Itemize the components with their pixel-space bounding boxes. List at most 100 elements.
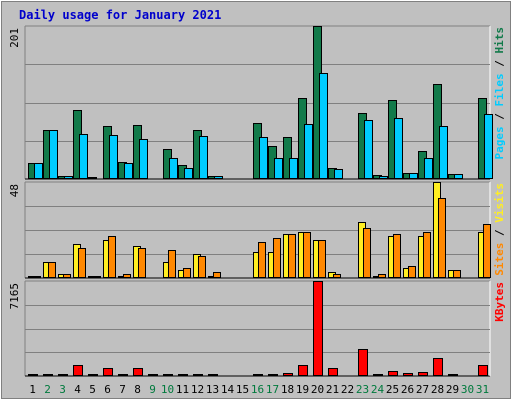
bar-kbytes-day-17 [268, 374, 278, 376]
bar-kbytes-day-8 [133, 368, 143, 376]
x-tick-label-day-9: 9 [149, 383, 156, 396]
bar-kbytes-day-25 [388, 371, 398, 376]
bar-files-day-6 [109, 135, 118, 179]
bar-files-day-13 [214, 176, 223, 179]
bar-sites-day-31 [483, 224, 491, 278]
x-tick-label-day-17: 17 [266, 383, 279, 396]
series-labels-visits-sites: Sites / Visits [493, 183, 506, 276]
bar-sites-day-23 [363, 228, 371, 278]
series-label-separator: / [493, 107, 506, 127]
x-tick-label-day-26: 26 [401, 383, 414, 396]
x-tick-label-day-25: 25 [386, 383, 399, 396]
bar-kbytes-day-2 [43, 374, 53, 376]
bar-files-day-21 [334, 169, 343, 179]
bar-files-day-20 [319, 73, 328, 179]
bar-files-day-12 [199, 136, 208, 179]
bar-files-day-19 [304, 124, 313, 179]
bar-kbytes-day-19 [298, 365, 308, 376]
x-tick-label-day-2: 2 [44, 383, 51, 396]
bar-sites-day-20 [318, 240, 326, 278]
bar-sites-day-7 [123, 274, 131, 278]
bar-files-day-16 [259, 137, 268, 179]
bar-kbytes-day-1 [28, 374, 38, 376]
bar-files-day-29 [454, 174, 463, 179]
bar-sites-day-2 [48, 262, 56, 278]
bar-files-day-25 [394, 118, 403, 179]
bar-files-day-2 [49, 130, 58, 179]
bar-kbytes-day-9 [148, 374, 158, 376]
bar-files-day-23 [364, 120, 373, 179]
x-tick-label-day-1: 1 [29, 383, 36, 396]
chart-title: Daily usage for January 2021 [19, 8, 221, 22]
x-tick-label-day-24: 24 [371, 383, 385, 396]
bar-sites-day-11 [183, 268, 191, 278]
bar-files-day-4 [79, 134, 88, 179]
bar-sites-day-5 [93, 276, 101, 278]
bar-files-day-24 [379, 176, 388, 179]
x-tick-label-day-3: 3 [59, 383, 66, 396]
bar-sites-day-25 [393, 234, 401, 278]
series-label-separator: / [493, 54, 506, 74]
x-tick-label-day-6: 6 [104, 383, 111, 396]
bar-sites-day-29 [453, 270, 461, 278]
x-tick-label-day-7: 7 [119, 383, 126, 396]
bar-sites-day-3 [63, 274, 71, 278]
bar-kbytes-day-16 [253, 374, 263, 376]
panels-group: 201 Pages / Files / Hits 48 Sites / Visits 7… [8, 25, 506, 377]
x-tick-label-day-4: 4 [74, 383, 81, 396]
bar-kbytes-day-21 [328, 368, 338, 376]
bar-kbytes-day-10 [163, 374, 173, 376]
bar-sites-day-6 [108, 236, 116, 278]
series-label-separator: / [493, 223, 506, 243]
series-label-hits: Hits [493, 27, 506, 54]
panel-background [25, 281, 490, 376]
bar-kbytes-day-4 [73, 365, 83, 376]
x-axis-labels: 1 2 3 4 5 6 7 8 9 10 11 12 13 14 15 16 17 18 19 20 21 22 23 24 2… [29, 383, 489, 396]
series-label-kbytes: KBytes [493, 282, 506, 322]
panel-hits-files-pages: 201 Pages / Files / Hits [8, 25, 506, 180]
bar-files-day-18 [289, 158, 298, 179]
bar-kbytes-day-24 [373, 374, 383, 376]
x-tick-label-day-5: 5 [89, 383, 96, 396]
bar-sites-day-19 [303, 232, 311, 278]
x-tick-label-day-22: 22 [341, 383, 354, 396]
series-label-sites: Sites [493, 243, 506, 276]
y-max-label: 201 [8, 28, 21, 48]
series-labels-kbytes: KBytes [493, 282, 506, 322]
bar-sites-day-10 [168, 250, 176, 278]
bar-kbytes-day-27 [418, 372, 428, 376]
bar-kbytes-day-12 [193, 374, 203, 376]
series-label-pages: Pages [493, 126, 506, 159]
bar-kbytes-day-20 [313, 281, 323, 376]
bar-sites-day-18 [288, 234, 296, 278]
bar-kbytes-day-26 [403, 373, 413, 376]
x-tick-label-day-14: 14 [221, 383, 235, 396]
x-tick-label-day-11: 11 [176, 383, 189, 396]
x-tick-label-day-20: 20 [311, 383, 324, 396]
bar-sites-day-4 [78, 248, 86, 278]
bar-sites-day-24 [378, 274, 386, 278]
bar-sites-day-8 [138, 248, 146, 278]
bar-sites-day-26 [408, 266, 416, 278]
x-tick-label-day-29: 29 [446, 383, 459, 396]
x-tick-label-day-8: 8 [134, 383, 141, 396]
x-tick-label-day-31: 31 [476, 383, 489, 396]
bar-sites-day-28 [438, 198, 446, 278]
bar-kbytes-day-13 [208, 374, 218, 376]
bar-sites-day-1 [33, 276, 41, 278]
bar-kbytes-day-3 [58, 374, 68, 376]
x-tick-label-day-13: 13 [206, 383, 219, 396]
bar-kbytes-day-28 [433, 358, 443, 376]
x-tick-label-day-21: 21 [326, 383, 339, 396]
series-label-visits: Visits [493, 183, 506, 223]
y-max-label: 7165 [8, 283, 21, 310]
bar-files-day-11 [184, 168, 193, 179]
y-max-label: 48 [8, 184, 21, 197]
bar-kbytes-day-5 [88, 374, 98, 376]
bar-files-day-17 [274, 158, 283, 179]
series-label-files: Files [493, 73, 506, 106]
bar-files-day-1 [34, 163, 43, 179]
bar-kbytes-day-29 [448, 374, 458, 376]
